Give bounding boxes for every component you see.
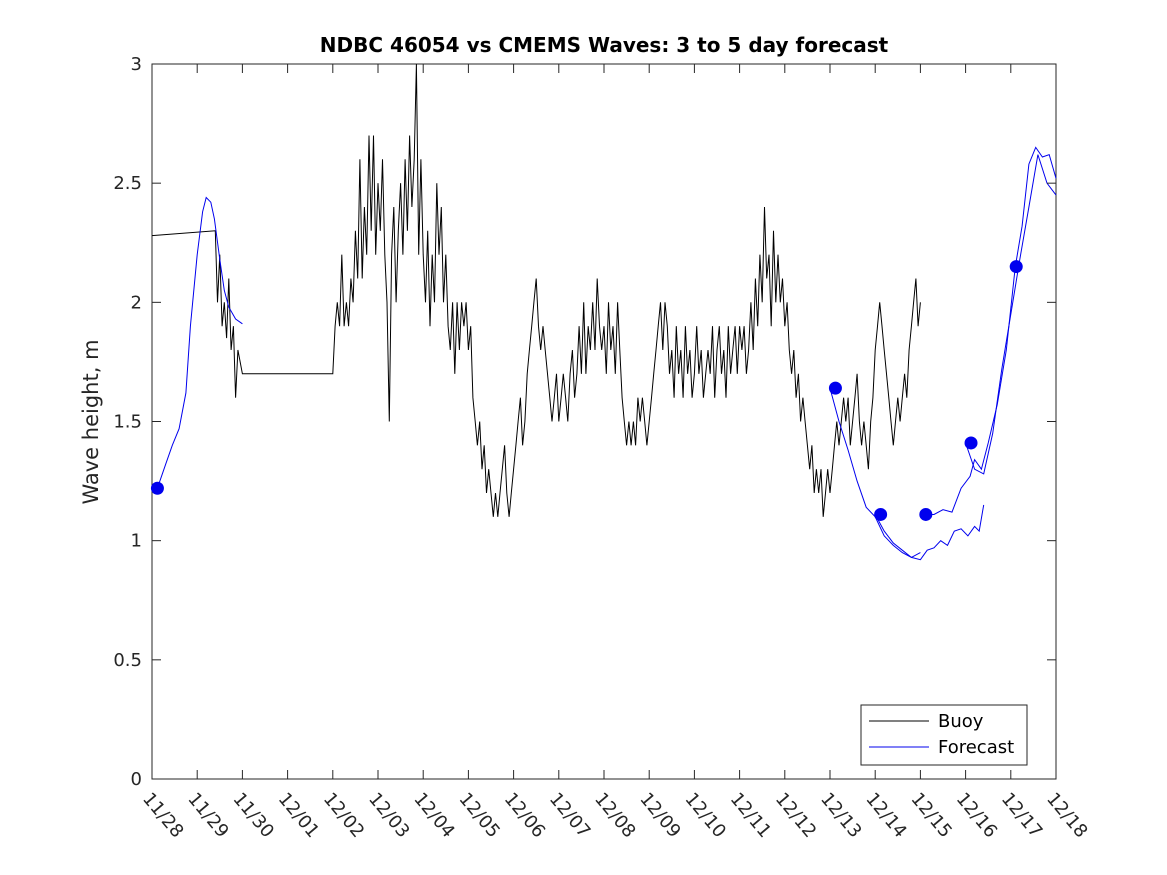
chart-title: NDBC 46054 vs CMEMS Waves: 3 to 5 day fo… [320, 33, 889, 57]
x-tick-label-0: 11/28 [138, 789, 187, 842]
marker-layer [150, 260, 1023, 521]
x-tick-label-3: 12/01 [274, 789, 323, 842]
legend: Buoy Forecast [860, 704, 1028, 766]
legend-box [860, 704, 1028, 766]
x-tick-label-20: 12/18 [1042, 789, 1091, 842]
plot-area [151, 63, 1057, 780]
x-tick-label-6: 12/04 [409, 789, 458, 842]
y-tick-label-3: 1.5 [113, 412, 142, 433]
forecast-point-4 [964, 436, 978, 450]
forecast-point-5 [1009, 260, 1023, 274]
forecast-series-segment-2 [924, 146, 1057, 515]
buoy-series-line [151, 63, 921, 517]
forecast-point-2 [874, 507, 888, 521]
forecast-point-3 [919, 507, 933, 521]
forecast-point-1 [828, 381, 842, 395]
forecast-series-segment-3 [965, 154, 1057, 475]
x-tick-label-5: 12/03 [364, 789, 413, 842]
y-tick-label-2: 1 [131, 531, 142, 552]
x-tick-label-10: 12/08 [590, 789, 639, 842]
x-tick-label-18: 12/16 [952, 789, 1001, 842]
x-tick-label-7: 12/05 [455, 789, 504, 842]
x-tick-label-4: 12/02 [319, 789, 368, 842]
y-axis-label: Wave height, m [79, 339, 103, 504]
forecast-series-segment-0 [829, 387, 985, 561]
forecast-point-0 [150, 481, 164, 495]
y-tick-label-1: 0.5 [113, 650, 142, 671]
x-tick-label-9: 12/07 [545, 789, 594, 842]
y-tick-label-5: 2.5 [113, 173, 142, 194]
x-tick-label-16: 12/14 [861, 789, 910, 842]
series-layer [151, 63, 1057, 561]
x-tick-label-15: 12/13 [816, 789, 865, 842]
x-tick-label-8: 12/06 [500, 789, 549, 842]
forecast-series-segment-1 [874, 514, 921, 558]
y-tick-label-6: 3 [131, 54, 142, 75]
x-tick-label-1: 11/29 [183, 789, 232, 842]
y-tick-label-4: 2 [131, 292, 142, 313]
x-tick-label-17: 12/15 [907, 789, 956, 842]
forecast-series-line [156, 196, 243, 489]
x-tick-label-11: 12/09 [635, 789, 684, 842]
x-tick-label-12: 12/10 [681, 789, 730, 842]
legend-forecast-label: Forecast [938, 737, 1014, 758]
y-tick-label-0: 0 [131, 769, 142, 790]
x-tick-label-13: 12/11 [726, 789, 775, 842]
x-tick-label-19: 12/17 [997, 789, 1046, 842]
x-tick-label-14: 12/12 [771, 789, 820, 842]
legend-buoy-label: Buoy [938, 711, 984, 732]
x-tick-label-2: 11/30 [229, 789, 278, 842]
